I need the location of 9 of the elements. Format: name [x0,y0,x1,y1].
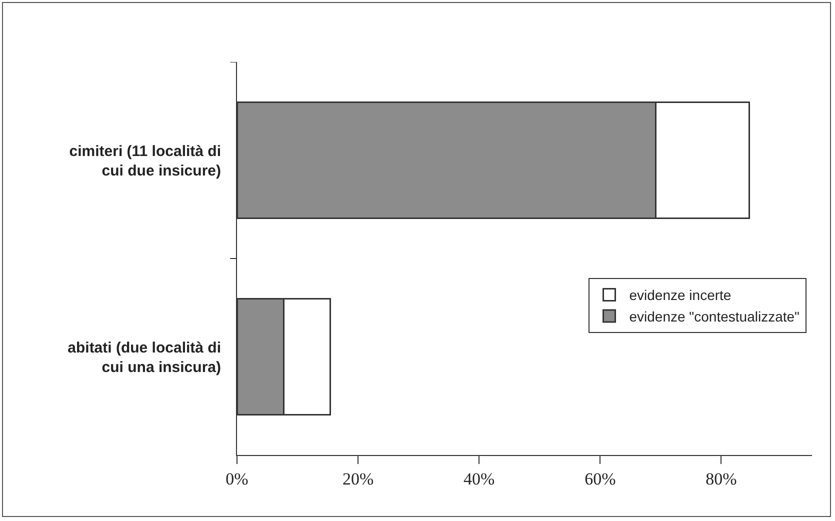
x-tick-label: 60% [584,469,616,488]
x-tick-label: 80% [706,469,737,488]
y-tick-label: cimiteri (11 località di cui due insicure) [69,142,221,180]
legend-label: evidenze incerte [629,287,732,304]
x-tick-label: 40% [464,469,495,488]
x-tick-label: 20% [342,469,374,488]
legend-label: evidenze "contestualizzate" [629,308,800,324]
x-tick-label: 0% [226,469,248,488]
y-tick-label: abitati (due località di cui una insicura) [68,339,221,376]
